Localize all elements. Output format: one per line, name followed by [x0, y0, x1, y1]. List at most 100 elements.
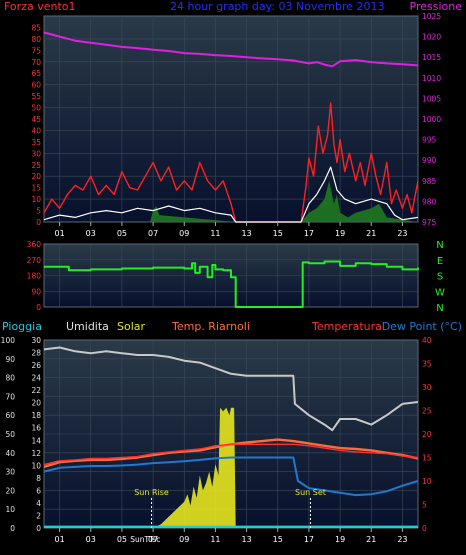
y-tick-label: 6 [36, 486, 41, 495]
y-tick-label: 0 [10, 524, 15, 533]
x-tick-label: 23 [397, 229, 407, 238]
compass-n: N [436, 240, 443, 251]
legend-rain: Pioggia [2, 320, 42, 333]
y-tick-label: 8 [36, 474, 41, 483]
x-tick-label: 15 [273, 535, 283, 544]
y-tick-label: 1010 [422, 74, 441, 83]
legend-temperature: Temperatura [311, 320, 382, 333]
compass-s: S [437, 272, 443, 283]
y-tick-label: 30 [31, 336, 41, 345]
y-tick-label: 25 [31, 161, 41, 170]
y-tick-label: 35 [422, 360, 432, 369]
y-tick-label: 24 [31, 374, 41, 383]
y-tick-label: 80 [5, 374, 15, 383]
x-tick-label: 01 [54, 535, 64, 544]
y-tick-label: 975 [422, 218, 437, 227]
x-tick-label: 03 [86, 535, 96, 544]
y-tick-label: 16 [31, 424, 41, 433]
y-tick-label: 10 [5, 505, 15, 514]
y-tick-label: 0 [36, 524, 41, 533]
y-tick-label: 990 [422, 156, 437, 165]
compass-e: E [437, 256, 443, 267]
x-tick-label: 21 [366, 535, 376, 544]
y-tick-label: 5 [36, 207, 41, 216]
y-tick-label: 90 [5, 355, 15, 364]
wind-speed-label: Forza vento1 [4, 0, 76, 13]
wind-speed-axis: 0 5 10 15 20 25 30 35 40 45 50 55 60 65 70 75 80 85 [31, 23, 41, 227]
y-tick-label: 1020 [422, 33, 441, 42]
y-tick-label: 360 [27, 240, 42, 249]
y-tick-label: 980 [422, 197, 437, 206]
temp-humidity-series [43, 346, 419, 529]
y-tick-label: 50 [5, 430, 15, 439]
y-tick-label: 4 [36, 499, 41, 508]
y-tick-label: 2 [36, 511, 41, 520]
y-tick-label: 60 [31, 81, 41, 90]
y-tick-label: 100 [1, 336, 16, 345]
y-tick-label: 1005 [422, 94, 441, 103]
y-tick-label: 10 [31, 195, 41, 204]
x-tick-label: 11 [210, 535, 220, 544]
dew-point-line [43, 456, 419, 497]
y-tick-label: 30 [31, 149, 41, 158]
y-tick-label: 40 [31, 126, 41, 135]
temp-time-axis: 01 03 05 07 09 11 13 15 17 19 21 23 SunTTsc [54, 528, 408, 544]
pressure-line [43, 31, 419, 68]
y-tick-label: 70 [31, 58, 41, 67]
y-tick-label: 30 [422, 383, 432, 392]
humidity-line [43, 346, 419, 432]
x-tick-label: 17 [304, 535, 314, 544]
y-tick-label: 70 [5, 392, 15, 401]
y-tick-label: 15 [422, 454, 432, 463]
y-tick-label: 75 [31, 46, 41, 55]
y-tick-label: 15 [31, 184, 41, 193]
chart-title: 24 hour graph day: 03 Novembre 2013 [170, 0, 384, 13]
x-tick-label: 21 [366, 229, 376, 238]
wind-pressure-grid [44, 16, 418, 222]
x-tick-label: 07 [148, 229, 158, 238]
legend-dew-point: Dew Point (°C) [382, 320, 462, 333]
y-tick-label: 0 [422, 524, 427, 533]
wind-pressure-plot-area [43, 15, 419, 223]
temperature-line [43, 443, 419, 466]
y-tick-label: 12 [31, 449, 41, 458]
wind-direction-series [44, 260, 419, 308]
sun-markers: Sun Rise Sun Set [134, 488, 326, 528]
x-tick-label: 09 [179, 535, 189, 544]
wind-direction-line [44, 260, 419, 308]
x-tick-label: 01 [54, 229, 64, 238]
pressure-label: Pressione [410, 0, 463, 13]
y-tick-label: 1025 [422, 12, 441, 21]
x-tick-label: 05 [117, 229, 127, 238]
y-tick-label: 65 [31, 69, 41, 78]
y-tick-label: 45 [31, 115, 41, 124]
y-tick-label: 20 [31, 399, 41, 408]
legend-temp-feel: Temp. Riarnoli [171, 320, 250, 333]
x-tick-label: 05 [117, 535, 127, 544]
y-tick-label: 26 [31, 361, 41, 370]
humidity-axis: 0 10 20 30 40 50 60 70 80 90 100 [1, 336, 16, 533]
sun-tick-overlap: SunTTsc [130, 535, 160, 544]
y-tick-label: 50 [31, 104, 41, 113]
y-tick-label: 20 [422, 430, 432, 439]
y-tick-label: 1000 [422, 115, 441, 124]
x-tick-label: 11 [210, 229, 220, 238]
wind-avg-line [43, 166, 419, 223]
y-tick-label: 18 [31, 411, 41, 420]
y-tick-label: 10 [422, 477, 432, 486]
y-tick-label: 80 [31, 35, 41, 44]
compass-w: W [435, 287, 445, 298]
temperature-axis: 0 5 10 15 20 25 30 35 40 [422, 336, 432, 533]
x-tick-label: 15 [273, 229, 283, 238]
x-tick-label: 13 [241, 535, 251, 544]
y-tick-label: 35 [31, 138, 41, 147]
sunrise-label: Sun Rise [134, 488, 169, 497]
y-tick-label: 1015 [422, 53, 441, 62]
x-tick-label: 19 [335, 229, 345, 238]
y-tick-label: 995 [422, 136, 437, 145]
y-tick-label: 22 [31, 386, 41, 395]
